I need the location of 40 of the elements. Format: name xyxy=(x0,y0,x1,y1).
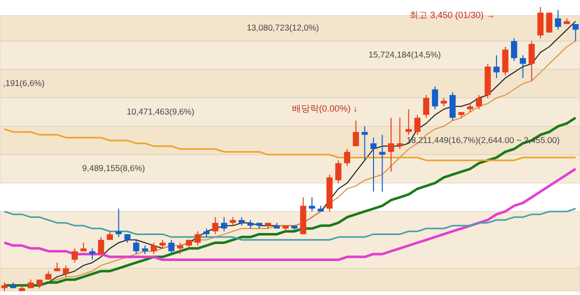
candlestick xyxy=(177,242,184,255)
candlestick xyxy=(414,114,420,136)
candlestick xyxy=(511,38,518,62)
candlestick xyxy=(133,239,140,255)
band-label: 13,080,723(12,0%) xyxy=(246,22,320,33)
candlestick xyxy=(194,230,201,246)
band-label: 10,471,463(9,6%) xyxy=(126,106,194,116)
candlestick xyxy=(150,242,157,255)
candlestick xyxy=(344,148,350,167)
candlestick xyxy=(450,92,456,122)
candlestick xyxy=(406,108,412,136)
candlestick xyxy=(168,239,174,255)
candlestick xyxy=(546,12,552,34)
candlestick xyxy=(528,40,535,82)
candlestick xyxy=(370,137,377,192)
candlestick xyxy=(476,94,482,110)
candlestick xyxy=(221,216,228,232)
candlestick xyxy=(379,134,386,192)
candlestick xyxy=(89,248,96,260)
candlestick xyxy=(432,86,438,110)
candlestick xyxy=(212,216,218,235)
candlestick xyxy=(502,46,508,76)
band-label: ,191(6,6%) xyxy=(2,78,45,88)
annotation: 배당락(0.00%) ↓ xyxy=(292,104,358,114)
annotation: 최고 3,450 (01/30) → xyxy=(410,10,496,20)
candlestick xyxy=(537,6,544,39)
candlestick xyxy=(572,24,579,42)
candlestick xyxy=(352,120,359,147)
candlestick xyxy=(72,248,78,264)
candlestick xyxy=(388,117,394,172)
candlestick xyxy=(554,9,562,30)
band-label: 9,489,155(8,6%) xyxy=(82,163,146,174)
candlestick xyxy=(493,54,500,78)
candlestick xyxy=(98,236,104,255)
candlestick xyxy=(423,94,430,118)
candlestick xyxy=(335,160,342,184)
candlestick xyxy=(520,54,526,78)
band-label: 15,724,184(14,5%) xyxy=(368,50,441,60)
candlestick xyxy=(362,126,368,161)
candlestick xyxy=(62,264,69,278)
